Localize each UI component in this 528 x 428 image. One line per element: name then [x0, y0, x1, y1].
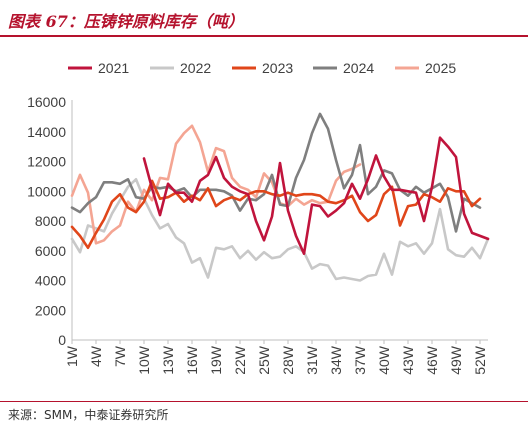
- title-bar: 图表 67：压铸锌原料库存（吨）: [0, 0, 528, 38]
- x-tick-label: 52W: [472, 345, 488, 375]
- x-tick-label: 25W: [256, 345, 272, 375]
- x-tick-label: 37W: [352, 345, 368, 375]
- x-tick-label: 31W: [304, 345, 320, 375]
- y-tick-label: 10000: [27, 183, 66, 199]
- title-divider: [0, 35, 528, 37]
- y-tick-label: 16000: [27, 94, 66, 110]
- x-tick-label: 19W: [208, 345, 224, 375]
- series-line-2022: [70, 178, 490, 282]
- x-tick-label: 16W: [184, 345, 200, 375]
- y-axis: 0 2000 4000 6000 8000 10000 12000 14000 16000: [27, 94, 73, 348]
- x-tick-label: 49W: [448, 345, 464, 375]
- x-tick-label: 7W: [112, 345, 128, 367]
- series-lines: [70, 112, 490, 282]
- x-tick-label: 22W: [232, 345, 248, 375]
- y-tick-label: 4000: [35, 273, 66, 289]
- y-tick-label: 14000: [27, 124, 66, 140]
- chart-container: 2021 2022 2023 2024 2025 0 2000 4000 6000 8000 10…: [0, 38, 528, 398]
- legend-label-2023: 2023: [262, 60, 293, 76]
- source-note: 来源：SMM，中泰证券研究所: [8, 408, 169, 422]
- series-line-2021: [142, 136, 490, 255]
- x-tick-label: 34W: [328, 345, 344, 375]
- y-tick-label: 12000: [27, 154, 66, 170]
- legend-label-2022: 2022: [180, 60, 211, 76]
- x-tick-label: 28W: [280, 345, 296, 375]
- y-tick-label: 6000: [35, 243, 66, 259]
- legend-label-2021: 2021: [98, 60, 129, 76]
- series-line-2025: [70, 124, 362, 245]
- x-tick-label: 46W: [424, 345, 440, 375]
- x-tick-label: 1W: [64, 345, 80, 367]
- page-title: 图表 67：压铸锌原料库存（吨）: [8, 12, 244, 31]
- inventory-line-chart: 2021 2022 2023 2024 2025 0 2000 4000 6000 8000 10…: [27, 60, 490, 375]
- x-tick-label: 43W: [400, 345, 416, 375]
- y-tick-label: 0: [58, 332, 66, 348]
- chart-legend: 2021 2022 2023 2024 2025: [68, 60, 456, 76]
- legend-label-2025: 2025: [425, 60, 456, 76]
- source-divider: [0, 401, 528, 402]
- legend-label-2024: 2024: [343, 60, 374, 76]
- y-tick-label: 8000: [35, 213, 66, 229]
- y-tick-label: 2000: [35, 302, 66, 318]
- x-tick-label: 13W: [160, 345, 176, 375]
- x-axis: 1W 4W 7W 10W 13W 16W 19W 22W 25W 28W 31W 34W 37W 40W 4…: [64, 339, 488, 375]
- x-tick-label: 40W: [376, 345, 392, 375]
- series-line-2024: [70, 112, 482, 233]
- x-tick-label: 4W: [88, 345, 104, 367]
- x-tick-label: 10W: [136, 345, 152, 375]
